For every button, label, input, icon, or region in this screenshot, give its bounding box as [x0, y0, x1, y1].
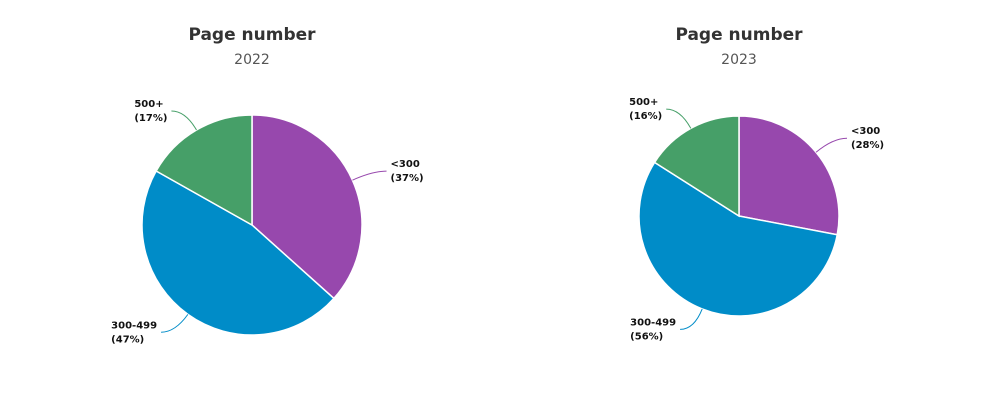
leader-line — [352, 170, 387, 181]
slice-label: 500+ — [629, 97, 658, 108]
pie-slice — [738, 115, 840, 236]
chart-title: Page number — [188, 25, 316, 45]
leader-line — [666, 108, 692, 129]
slice-value-label: (16%) — [629, 111, 662, 122]
pie-slice — [141, 169, 335, 336]
leader-line — [161, 314, 189, 333]
slice-value-label: (28%) — [851, 140, 884, 151]
slice-value-label: (37%) — [391, 173, 424, 184]
slice-value-label: (56%) — [630, 331, 663, 342]
slice-value-label: (47%) — [111, 334, 144, 345]
slice-label: 300-499 — [630, 317, 676, 328]
slice-label: 500+ — [134, 99, 163, 110]
chart-subtitle: 2022 — [234, 52, 270, 68]
chart-subtitle: 2023 — [721, 52, 757, 68]
pie-slice — [155, 114, 253, 227]
pie-slice — [251, 114, 363, 300]
slice-label: 300-499 — [111, 320, 157, 331]
slice-label: <300 — [851, 126, 880, 137]
leader-line — [171, 110, 197, 131]
slice-label: <300 — [391, 159, 420, 170]
leader-line — [680, 308, 703, 330]
leader-line — [815, 137, 848, 153]
slice-value-label: (17%) — [134, 113, 167, 124]
chart-title: Page number — [675, 25, 803, 45]
pie-slice — [638, 161, 839, 317]
pie-slice — [653, 115, 740, 218]
